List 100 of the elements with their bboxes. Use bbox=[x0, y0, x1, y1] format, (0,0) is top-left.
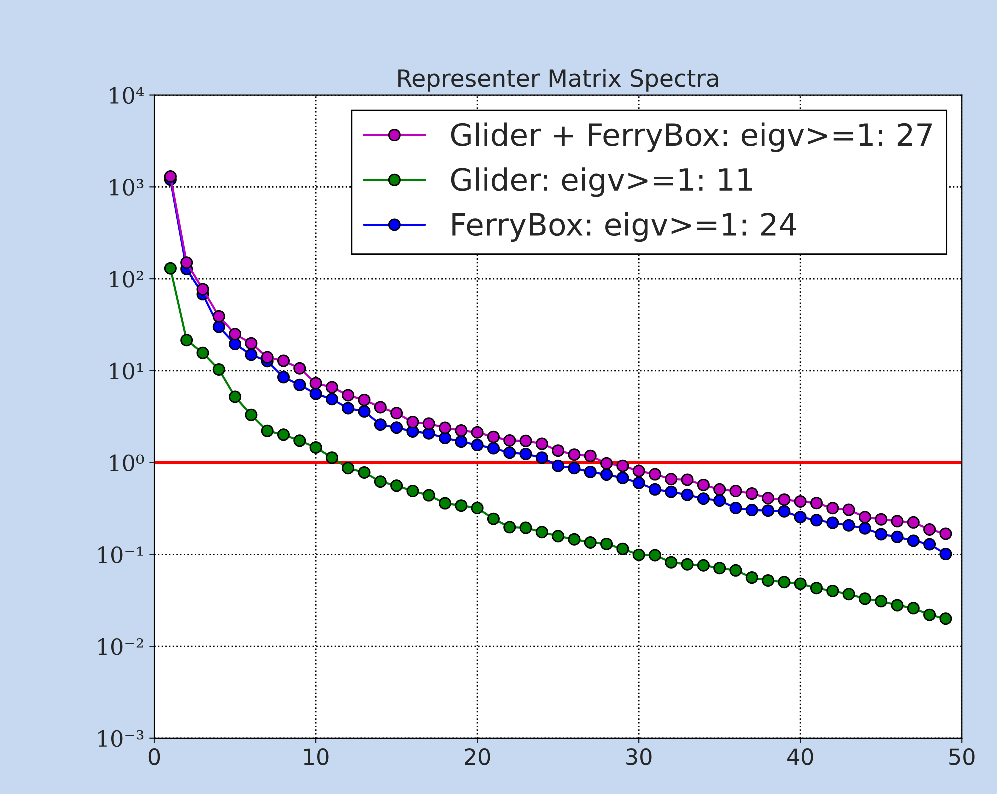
point bbox=[778, 494, 791, 506]
point bbox=[374, 476, 387, 488]
point bbox=[342, 402, 355, 415]
point bbox=[600, 457, 614, 470]
point bbox=[794, 578, 807, 590]
point bbox=[616, 542, 630, 556]
point bbox=[697, 492, 710, 506]
point bbox=[245, 348, 258, 362]
point bbox=[552, 530, 565, 543]
point bbox=[568, 448, 581, 462]
point bbox=[794, 495, 807, 508]
point bbox=[746, 504, 758, 517]
x-tick-label: 20 bbox=[465, 748, 490, 766]
point bbox=[907, 602, 920, 615]
point bbox=[455, 436, 468, 448]
point bbox=[746, 488, 758, 500]
point bbox=[164, 262, 177, 275]
point bbox=[245, 337, 258, 350]
point bbox=[294, 362, 306, 375]
point bbox=[261, 351, 274, 364]
point bbox=[552, 444, 565, 458]
point bbox=[536, 438, 548, 450]
x-tick-label: 40 bbox=[788, 748, 814, 766]
point bbox=[858, 592, 872, 606]
point bbox=[891, 515, 904, 528]
point bbox=[826, 584, 840, 598]
point bbox=[212, 310, 226, 323]
point bbox=[714, 494, 726, 508]
point bbox=[746, 572, 758, 584]
point bbox=[422, 418, 436, 430]
point bbox=[730, 564, 742, 577]
point bbox=[940, 612, 952, 626]
point bbox=[180, 256, 194, 270]
point bbox=[536, 452, 548, 464]
point bbox=[714, 483, 726, 496]
point bbox=[632, 476, 646, 490]
point bbox=[600, 538, 614, 550]
point bbox=[762, 574, 775, 588]
point bbox=[358, 466, 371, 479]
point bbox=[648, 549, 662, 562]
point bbox=[277, 428, 290, 442]
point bbox=[310, 441, 322, 454]
legend-label: Glider + FerryBox: eigv>=1: 27 bbox=[451, 122, 932, 152]
point bbox=[520, 522, 532, 534]
point bbox=[875, 595, 888, 608]
y-tick-label: 10¹ bbox=[110, 362, 144, 380]
point bbox=[422, 489, 436, 502]
point bbox=[891, 599, 904, 612]
point bbox=[504, 446, 516, 460]
point bbox=[842, 588, 856, 601]
point bbox=[261, 424, 274, 438]
point bbox=[858, 522, 872, 535]
point bbox=[342, 389, 355, 402]
point bbox=[826, 516, 840, 530]
point bbox=[697, 478, 710, 492]
point bbox=[681, 474, 694, 486]
point bbox=[891, 530, 904, 544]
point bbox=[390, 422, 404, 434]
point bbox=[665, 486, 678, 498]
point bbox=[471, 502, 484, 515]
point bbox=[180, 334, 194, 347]
point bbox=[616, 460, 630, 472]
point bbox=[907, 534, 920, 548]
point bbox=[648, 483, 662, 496]
point bbox=[714, 562, 726, 575]
point bbox=[439, 432, 452, 444]
point bbox=[229, 390, 242, 404]
point bbox=[730, 485, 742, 498]
point bbox=[390, 407, 404, 420]
legend-label: FerryBox: eigv>=1: 24 bbox=[452, 212, 796, 242]
point bbox=[924, 523, 936, 536]
point bbox=[584, 466, 597, 478]
point bbox=[697, 559, 710, 572]
point bbox=[471, 439, 484, 452]
y-tick-label: 10⁰ bbox=[110, 454, 144, 472]
point bbox=[681, 558, 694, 571]
point bbox=[374, 401, 387, 414]
point bbox=[342, 462, 355, 475]
y-tick-label: 10³ bbox=[110, 179, 144, 196]
y-tick-label: 10⁻² bbox=[98, 638, 144, 656]
point bbox=[310, 388, 322, 400]
point bbox=[762, 504, 775, 518]
point bbox=[390, 480, 404, 492]
point bbox=[358, 405, 371, 418]
point bbox=[536, 526, 548, 539]
point bbox=[212, 320, 226, 334]
point bbox=[504, 434, 516, 447]
point bbox=[568, 533, 581, 546]
point bbox=[245, 408, 258, 422]
point bbox=[584, 536, 597, 549]
point bbox=[568, 462, 581, 475]
point bbox=[632, 464, 646, 478]
point bbox=[487, 442, 500, 455]
point bbox=[229, 338, 242, 351]
point bbox=[504, 521, 516, 534]
point bbox=[665, 556, 678, 569]
x-tick-label: 30 bbox=[626, 748, 652, 766]
point bbox=[471, 426, 484, 439]
point bbox=[875, 513, 888, 526]
point bbox=[858, 511, 872, 524]
